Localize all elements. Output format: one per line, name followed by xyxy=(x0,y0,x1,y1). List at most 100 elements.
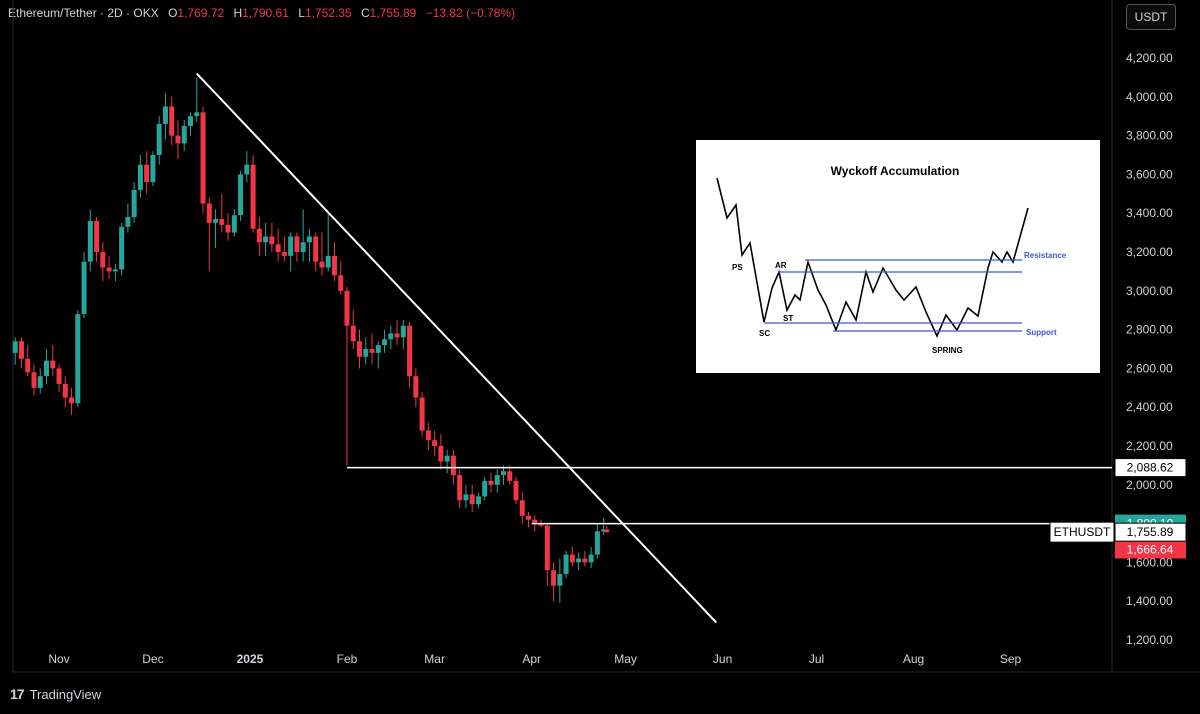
candle-body xyxy=(244,164,250,175)
candle xyxy=(419,391,425,437)
candle xyxy=(275,228,281,262)
candle xyxy=(269,222,275,252)
x-tick-label: Feb xyxy=(337,652,358,666)
candle-body xyxy=(526,515,532,520)
candle-body xyxy=(604,529,610,533)
candle xyxy=(263,222,269,256)
candle-body xyxy=(507,471,513,481)
candle-body xyxy=(432,440,438,446)
candle-body xyxy=(444,455,450,462)
candle xyxy=(482,477,488,501)
candle xyxy=(62,376,68,408)
close-value: 1,755.89 xyxy=(369,6,417,20)
candle-body xyxy=(281,252,287,256)
candle xyxy=(588,546,594,569)
y-tick-label: 3,400.00 xyxy=(1126,206,1173,220)
candle-body xyxy=(44,360,50,377)
y-tick-label: 4,000.00 xyxy=(1126,90,1173,104)
candle-body xyxy=(219,219,225,225)
candle xyxy=(69,387,75,415)
inset-label-ar: AR xyxy=(775,261,787,270)
candle-body xyxy=(325,255,331,268)
price-label-1666: 1,666.64 xyxy=(1115,540,1186,559)
candle-body xyxy=(563,554,569,575)
x-tick-label: Jul xyxy=(809,652,824,666)
candle-body xyxy=(369,349,375,353)
candle-body xyxy=(12,341,18,353)
candle xyxy=(382,329,388,353)
candle xyxy=(44,349,50,384)
candle xyxy=(313,232,319,272)
candle-body xyxy=(87,220,93,262)
candle-body xyxy=(331,255,337,276)
open-value: 1,769.72 xyxy=(177,6,225,20)
candle xyxy=(369,333,375,365)
candle xyxy=(388,325,394,349)
candle-body xyxy=(300,242,306,252)
y-tick-label: 1,200.00 xyxy=(1126,633,1173,647)
candle-body xyxy=(576,558,582,563)
candle xyxy=(144,151,150,194)
y-tick-label: 2,200.00 xyxy=(1126,439,1173,453)
candle-body xyxy=(231,215,237,233)
y-tick-label: 4,200.00 xyxy=(1126,51,1173,65)
inset-title: Wyckoff Accumulation xyxy=(831,164,960,178)
candle xyxy=(106,255,112,280)
price-label-2088-text: 2,088.62 xyxy=(1127,461,1174,475)
candle xyxy=(544,523,550,586)
high-label: H xyxy=(233,6,243,20)
candle xyxy=(444,449,450,474)
candle-body xyxy=(269,236,275,245)
candle-body xyxy=(551,570,557,586)
drawing-overlays xyxy=(196,72,1112,624)
candle-body xyxy=(594,531,600,555)
candle-body xyxy=(100,252,106,268)
candle-body xyxy=(162,106,168,124)
candle-body xyxy=(413,376,419,398)
candle xyxy=(162,92,168,140)
candle xyxy=(400,319,406,349)
symbol-name[interactable]: Ethereum/Tether · 2D · OKX xyxy=(8,6,159,20)
candle xyxy=(294,232,300,262)
candle xyxy=(350,310,356,349)
x-tick-label: Sep xyxy=(1000,652,1022,666)
candle xyxy=(363,337,369,365)
tradingview-logo[interactable]: 17 TradingView xyxy=(10,686,101,702)
candle xyxy=(463,484,469,509)
currency-button[interactable]: USDT xyxy=(1126,4,1176,30)
candle xyxy=(500,465,506,485)
candle-body xyxy=(438,446,444,462)
y-tick-label: 2,800.00 xyxy=(1126,323,1173,337)
inset-background xyxy=(696,140,1100,373)
candle xyxy=(250,155,256,233)
candle xyxy=(206,197,212,272)
candle-body xyxy=(532,519,538,524)
price-label-ethusdt-value-bg xyxy=(1114,522,1187,542)
open-label: O xyxy=(168,6,178,20)
candle xyxy=(438,434,444,470)
candle xyxy=(256,217,262,256)
candle xyxy=(519,492,525,524)
price-label-ethusdt: ETHUSDT 1,755.89 xyxy=(1049,521,1187,543)
candle xyxy=(582,550,588,567)
candle-body xyxy=(588,554,594,563)
close-label: C xyxy=(360,6,370,20)
candle xyxy=(37,368,43,394)
candle xyxy=(100,242,106,282)
y-tick-label: 3,000.00 xyxy=(1126,284,1173,298)
price-label-2088-bg xyxy=(1114,458,1187,478)
inset-label-support: Support xyxy=(1026,328,1057,337)
candle-body xyxy=(125,217,131,227)
candle-body xyxy=(601,529,607,532)
inset-label-sc: SC xyxy=(759,329,770,338)
candle-body xyxy=(544,525,550,571)
candle-body xyxy=(200,112,206,204)
candle-body xyxy=(187,116,193,126)
time-axis[interactable]: Nov Dec 2025 Feb Mar Apr May Jun Jul Aug Sep xyxy=(48,652,1021,666)
candle-body xyxy=(213,219,219,223)
candle-body xyxy=(225,224,231,233)
price-label-1666-text: 1,666.64 xyxy=(1127,542,1174,556)
candle xyxy=(557,558,563,604)
candle-body xyxy=(475,496,481,505)
